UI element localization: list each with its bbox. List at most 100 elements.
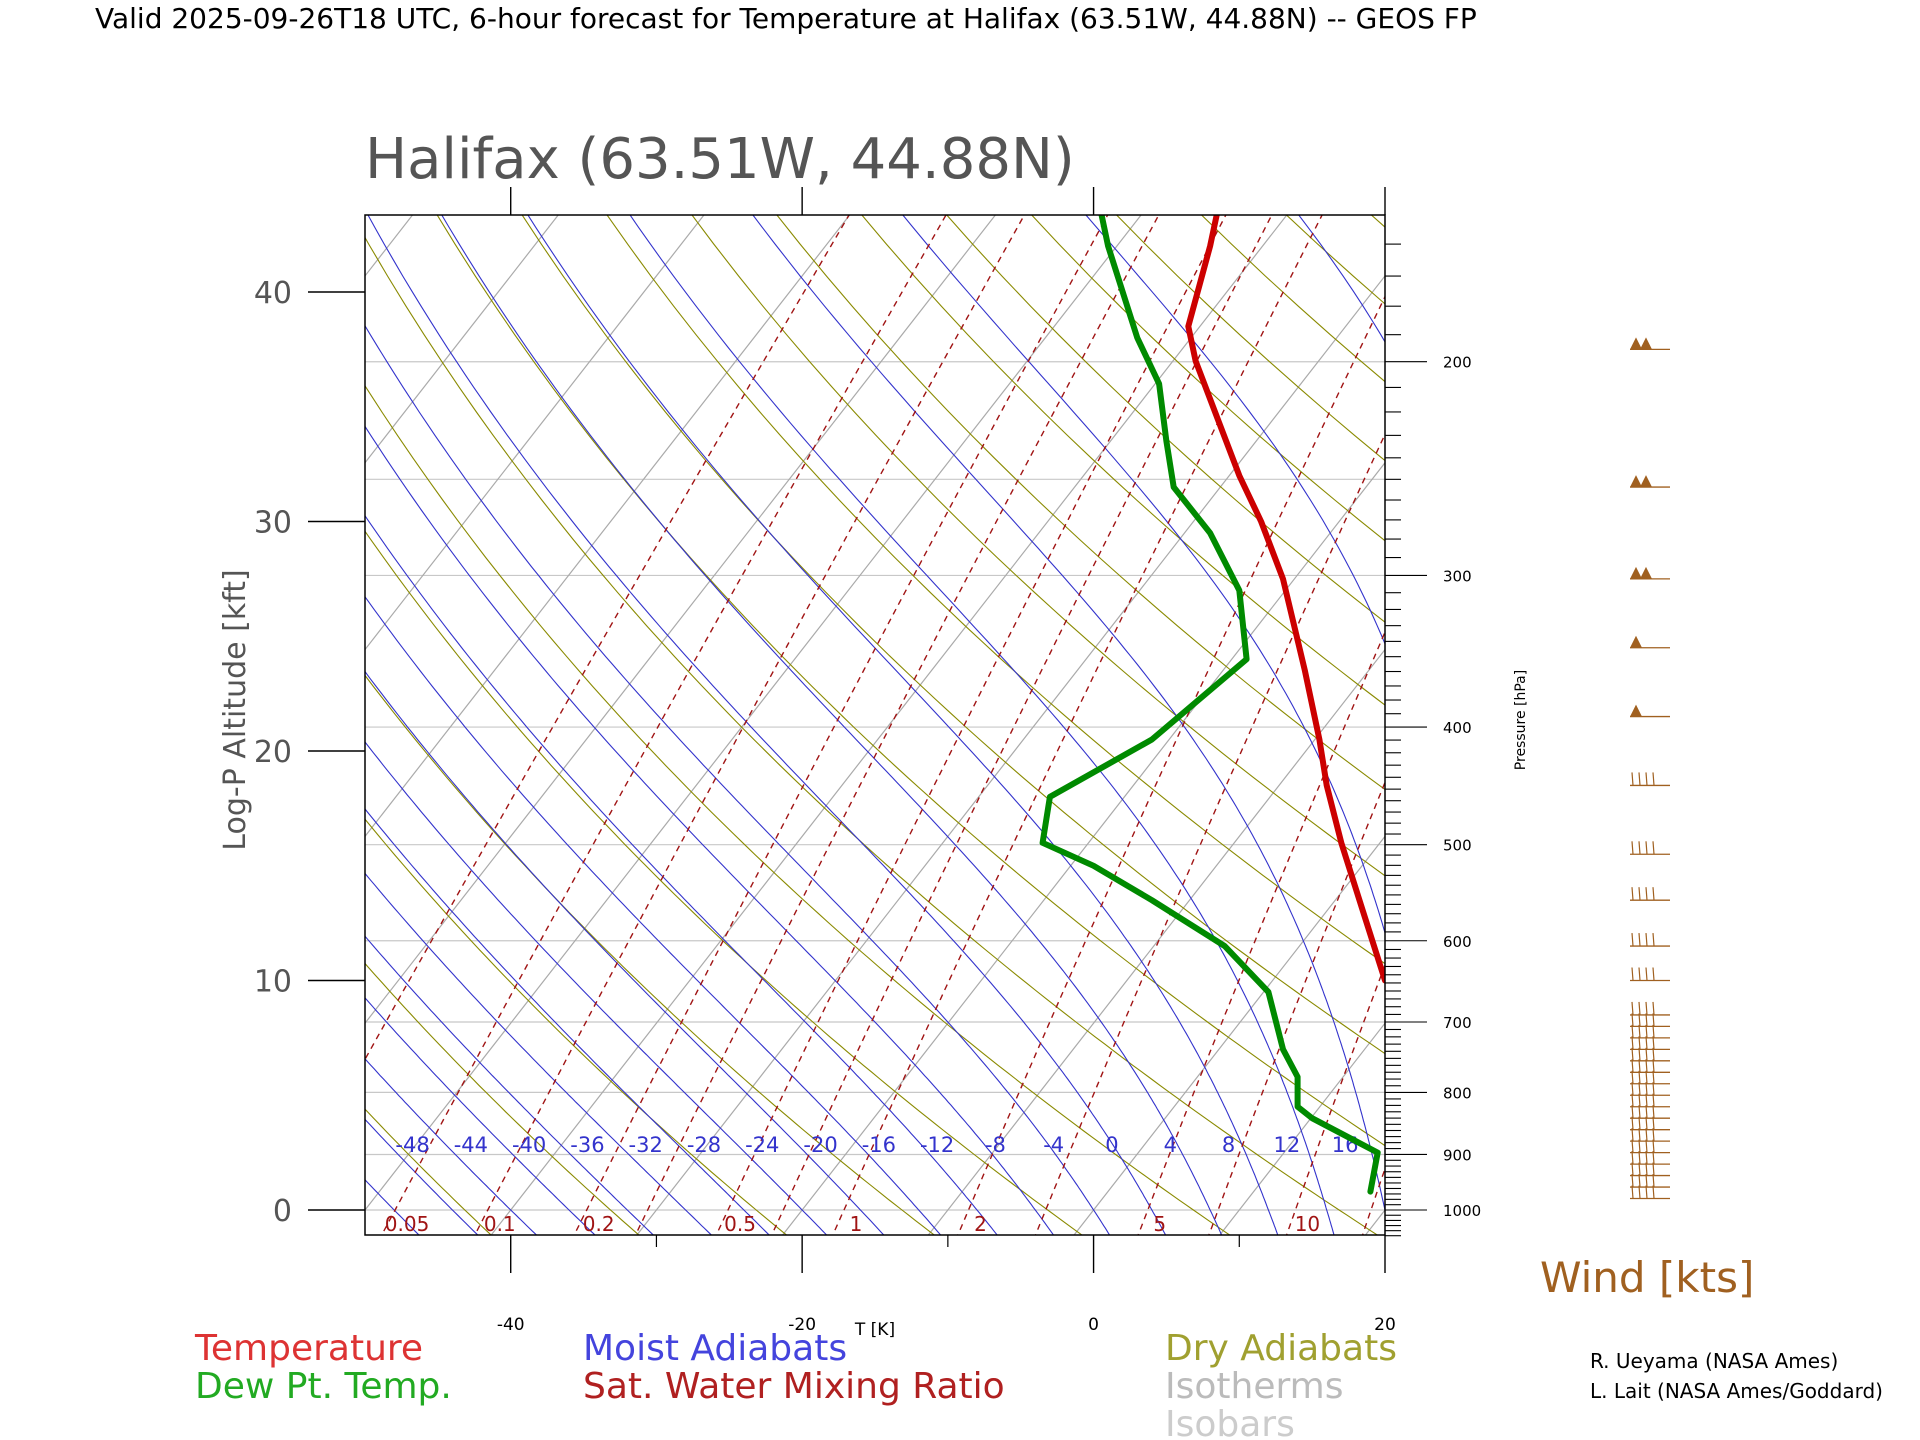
dry-adiabat-line: [1620, 210, 1920, 1260]
wind-barb-flag: [1630, 337, 1642, 349]
dry-adiabat-line: [942, 210, 1920, 1260]
moist-adiabat-label: -16: [862, 1133, 896, 1157]
isotherm-line: [0, 200, 133, 1256]
wind-barb: [1630, 968, 1670, 981]
dry-adiabat-line: [1197, 210, 1920, 1260]
credit-ueyama: R. Ueyama (NASA Ames): [1590, 1349, 1838, 1373]
dry-adiabat-line: [1281, 210, 1920, 1260]
moist-adiabat-label: -40: [512, 1133, 546, 1157]
credit-lait: L. Lait (NASA Ames/Goddard): [1590, 1379, 1883, 1403]
profile-lines: [1043, 212, 1385, 1192]
dry-adiabat-line: [1535, 210, 1920, 1260]
wind-barb: [1630, 772, 1670, 785]
moist-adiabat-label: 0: [1105, 1133, 1118, 1157]
wind-barb-flag: [1640, 475, 1652, 487]
wind-barb-feather: [1653, 1002, 1654, 1015]
mixing-ratio-label: 10: [1295, 1212, 1320, 1236]
mixing-ratio-line: [1438, 210, 1820, 1260]
pressure-tick-label: 400: [1443, 719, 1472, 737]
wind-barb: [1630, 933, 1670, 946]
wind-barb-flag: [1630, 567, 1642, 579]
moist-adiabat-label: -44: [454, 1133, 488, 1157]
pressure-tick-label: 500: [1443, 837, 1472, 855]
plot-frame: [365, 215, 1385, 1235]
dry-adiabat-line: [519, 210, 1716, 1260]
mixing-ratio-label: 2: [974, 1212, 987, 1236]
wind-barb: [1630, 337, 1670, 349]
temperature-profile-line: [1188, 212, 1385, 981]
moist-adiabat-label: 12: [1273, 1133, 1300, 1157]
mixing-ratio-label: 0.05: [385, 1212, 430, 1236]
pressure-tick-label: 200: [1443, 354, 1472, 372]
moist-adiabat-line: [22, 210, 794, 1260]
wind-barb-feather: [1653, 772, 1654, 785]
dry-adiabat-line: [0, 210, 668, 1260]
wind-barb-feather: [1632, 841, 1633, 854]
isotherm-line: [1203, 200, 1920, 1256]
mixing-ratio-label: 0.5: [724, 1212, 756, 1236]
moist-adiabat-line: [301, 210, 1125, 1260]
dry-adiabat-line: [1789, 210, 1920, 1260]
wind-barb-flag: [1640, 567, 1652, 579]
moist-adiabat-label: -20: [803, 1133, 837, 1157]
chart-title: Halifax (63.51W, 44.88N): [365, 127, 1075, 192]
dry-adiabat-line: [0, 210, 69, 1260]
mixing-ratio-label: 5: [1153, 1212, 1166, 1236]
moist-adiabat-label: -32: [629, 1133, 663, 1157]
y-tick-label: 30: [254, 506, 292, 541]
wind-barb-feather: [1639, 968, 1640, 981]
wind-barb-feather: [1646, 887, 1647, 900]
dry-adiabat-line: [180, 210, 1117, 1260]
wind-barb: [1630, 1002, 1670, 1015]
pressure-tick-label: 700: [1443, 1014, 1472, 1032]
wind-barb-flag: [1630, 475, 1642, 487]
dry-adiabat-line: [0, 210, 219, 1260]
moist-adiabat-label: -12: [920, 1133, 954, 1157]
moist-adiabat-label: -28: [687, 1133, 721, 1157]
wind-barb-feather: [1639, 887, 1640, 900]
mixing-ratio-line: [1200, 210, 1631, 1260]
pressure-tick-label: 300: [1443, 567, 1472, 585]
wind-barb-flag: [1630, 705, 1642, 717]
dewpoint-profile-line: [1043, 212, 1378, 1192]
wind-barb-feather: [1639, 772, 1640, 785]
wind-barb-feather: [1639, 933, 1640, 946]
page-title: Valid 2025-09-26T18 UTC, 6-hour forecast…: [95, 2, 1477, 35]
wind-barb-feather: [1632, 1002, 1633, 1015]
dry-adiabat-line: [604, 210, 1866, 1260]
wind-barb-flag: [1640, 337, 1652, 349]
wind-barb: [1630, 887, 1670, 900]
moist-adiabat-line: [244, 210, 1071, 1260]
legend-dewpoint: Dew Pt. Temp.: [195, 1366, 452, 1407]
wind-barb-feather: [1646, 841, 1647, 854]
moist-adiabat-line: [61, 210, 851, 1260]
dry-adiabat-line: [434, 210, 1566, 1260]
moist-adiabat-label: -36: [570, 1133, 604, 1157]
isotherm-line: [912, 200, 1735, 1256]
mixing-ratio-line: [947, 210, 1427, 1260]
wind-barbs: [1630, 337, 1670, 1198]
mixing-ratio-line: [623, 210, 1161, 1260]
legend-moist-adiabats: Moist Adiabats: [583, 1328, 847, 1369]
dry-adiabat-line: [858, 210, 1920, 1260]
mixing-ratio-line: [821, 210, 1324, 1260]
wind-barb-feather: [1632, 933, 1633, 946]
dry-adiabat-line: [688, 210, 1920, 1260]
y-axis-label: Log-P Altitude [kft]: [218, 569, 253, 850]
legend-mixing-ratio: Sat. Water Mixing Ratio: [583, 1366, 1005, 1407]
x-tick-label: -40: [497, 1315, 525, 1335]
wind-barb-feather: [1632, 887, 1633, 900]
dry-adiabat-line: [265, 210, 1267, 1260]
dry-adiabat-line: [1705, 210, 1920, 1260]
moist-adiabat-label: -4: [1043, 1133, 1064, 1157]
wind-axis-label: Wind [kts]: [1540, 1253, 1754, 1302]
axes: 010203040-40 -20 0 202003004005006007008009…: [254, 187, 1481, 1335]
y-tick-label: 0: [273, 1194, 292, 1229]
wind-barb-feather: [1653, 887, 1654, 900]
isotherm-line: [621, 200, 1444, 1256]
pressure-tick-label: 800: [1443, 1084, 1472, 1102]
mixing-ratio-label: 0.2: [583, 1212, 615, 1236]
dry-adiabat-line: [1874, 210, 1920, 1260]
y-tick-label: 40: [254, 276, 292, 311]
moist-adiabat-line: [193, 210, 1017, 1260]
